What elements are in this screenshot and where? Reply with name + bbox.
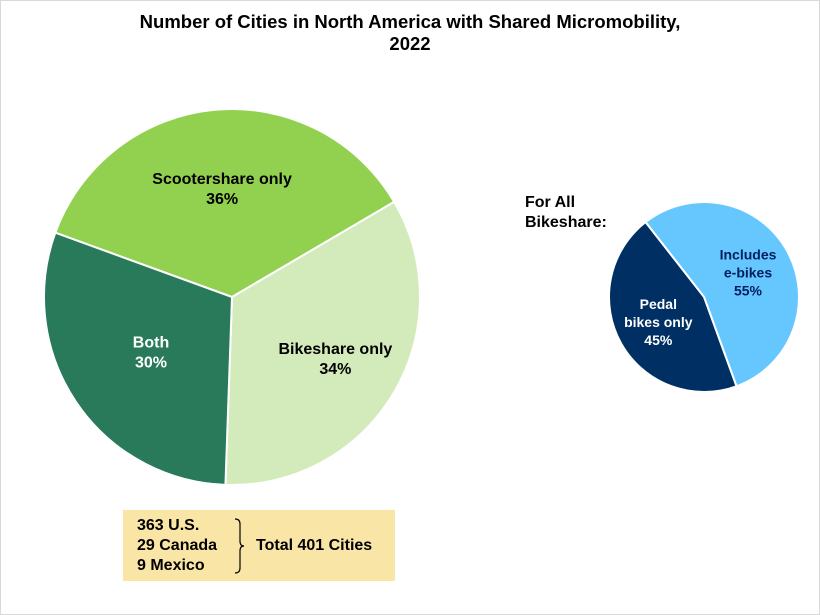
count-canada: 29 Canada bbox=[137, 537, 218, 554]
chart-title-line-1: Number of Cities in North America with S… bbox=[139, 11, 681, 32]
pie2-slice-2-value: 45% bbox=[644, 332, 673, 348]
pie1-slice-3-label1: Both bbox=[133, 334, 169, 351]
count-mexico: 9 Mexico bbox=[137, 557, 205, 574]
pie1-slice-1 bbox=[54, 108, 396, 298]
pie1-slice-2 bbox=[224, 200, 421, 486]
pie2-slice-2 bbox=[608, 221, 738, 393]
bikeshare-pie-title: For All Bikeshare: bbox=[525, 193, 607, 233]
pie1-slice-2-label1: Bikeshare only bbox=[278, 341, 392, 358]
pie2-slice-1 bbox=[644, 201, 800, 388]
pie2-slice-1-label1: Includes bbox=[720, 247, 777, 263]
city-totals-box: 363 U.S. 29 Canada 9 Mexico Total 401 Ci… bbox=[123, 510, 395, 581]
pie2-slice-2-label1: Pedal bbox=[640, 296, 677, 312]
country-counts: 363 U.S. 29 Canada 9 Mexico bbox=[137, 516, 217, 576]
pie2-slice-1-value: 55% bbox=[734, 283, 763, 299]
pie1-slice-1-label1: Scootershare only bbox=[152, 171, 292, 188]
chart-title: Number of Cities in North America with S… bbox=[1, 11, 819, 55]
pie1-slice-2-value: 34% bbox=[319, 361, 351, 378]
pie2-slice-1-label2: e-bikes bbox=[724, 265, 772, 281]
bikeshare-pie-title-line-2: Bikeshare: bbox=[525, 214, 607, 231]
total-cities: Total 401 Cities bbox=[256, 537, 373, 554]
bikeshare-pie-title-line-1: For All bbox=[525, 194, 576, 211]
pie2-slice-2-label2: bikes only bbox=[624, 314, 693, 330]
curly-brace-icon bbox=[234, 518, 245, 574]
pie1-slice-3 bbox=[43, 231, 233, 486]
chart-title-line-2: 2022 bbox=[389, 33, 431, 54]
pie1-slice-3-value: 30% bbox=[135, 354, 167, 371]
count-us: 363 U.S. bbox=[137, 517, 200, 534]
pie1-slice-1-value: 36% bbox=[206, 191, 238, 208]
